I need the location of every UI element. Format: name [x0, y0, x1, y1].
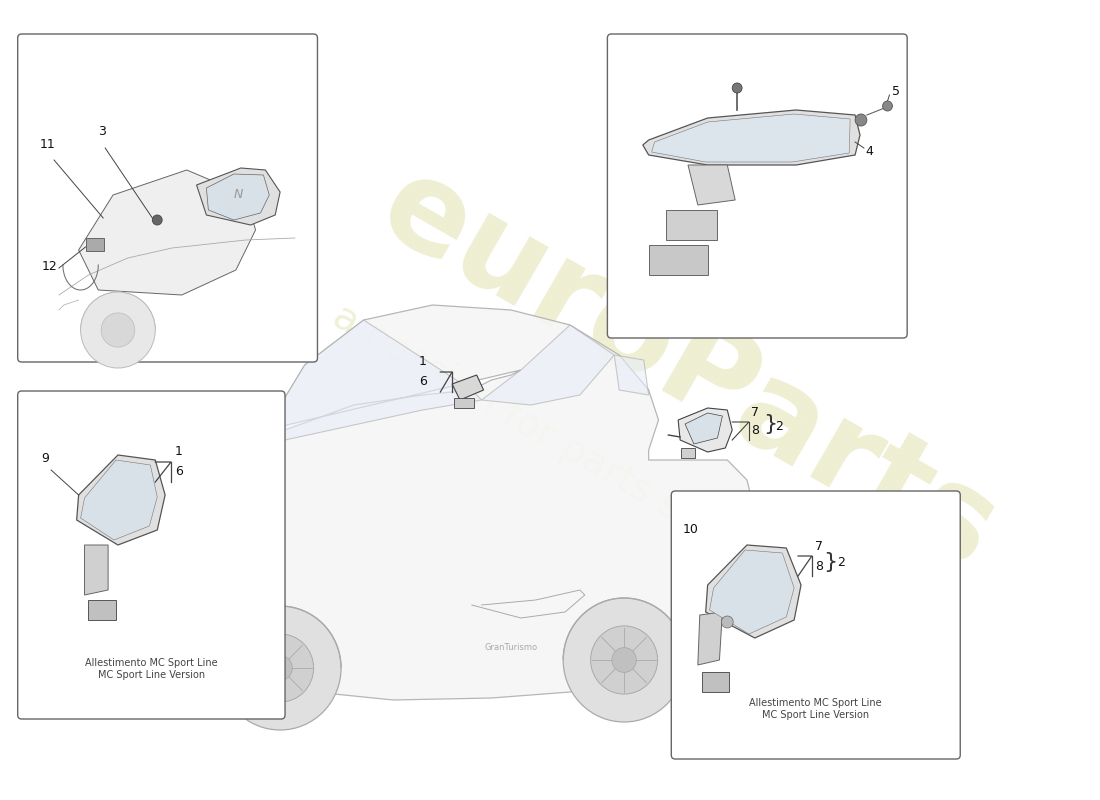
Text: 𝕸: 𝕸: [146, 502, 152, 512]
Polygon shape: [77, 455, 165, 545]
Text: 11: 11: [40, 138, 55, 151]
Text: Allestimento MC Sport Line
MC Sport Line Version: Allestimento MC Sport Line MC Sport Line…: [85, 658, 218, 680]
FancyBboxPatch shape: [607, 34, 908, 338]
Text: 4: 4: [865, 145, 872, 158]
Polygon shape: [685, 413, 723, 444]
Circle shape: [101, 313, 134, 347]
Polygon shape: [482, 325, 614, 405]
Text: 6: 6: [419, 375, 427, 388]
Polygon shape: [679, 408, 733, 452]
Polygon shape: [614, 355, 649, 395]
Circle shape: [268, 656, 293, 680]
Text: 10: 10: [683, 523, 698, 536]
Text: 12: 12: [42, 260, 57, 273]
Text: 1: 1: [175, 445, 183, 458]
Circle shape: [219, 606, 341, 730]
Polygon shape: [207, 174, 270, 220]
FancyBboxPatch shape: [18, 34, 318, 362]
Text: GranTurismo: GranTurismo: [484, 643, 538, 652]
Text: Allestimento MC Sport Line
MC Sport Line Version: Allestimento MC Sport Line MC Sport Line…: [749, 698, 882, 720]
Polygon shape: [642, 110, 860, 165]
Polygon shape: [85, 545, 108, 595]
Circle shape: [591, 626, 658, 694]
FancyBboxPatch shape: [671, 491, 960, 759]
Polygon shape: [78, 170, 255, 295]
Text: 2: 2: [837, 555, 845, 569]
Text: 1: 1: [419, 355, 427, 368]
Bar: [702, 672, 729, 692]
Bar: [141, 470, 162, 530]
Polygon shape: [265, 320, 482, 440]
Text: N: N: [234, 189, 243, 202]
Bar: [88, 600, 116, 620]
Text: 5: 5: [892, 85, 901, 98]
Circle shape: [246, 634, 314, 702]
Polygon shape: [649, 245, 707, 275]
Circle shape: [612, 648, 636, 672]
Polygon shape: [145, 440, 182, 475]
Polygon shape: [667, 210, 717, 240]
Polygon shape: [697, 612, 723, 665]
Text: 9: 9: [42, 452, 50, 465]
Polygon shape: [688, 165, 735, 205]
Polygon shape: [197, 168, 280, 225]
Circle shape: [722, 616, 734, 628]
Circle shape: [80, 292, 155, 368]
Circle shape: [152, 215, 162, 225]
Polygon shape: [651, 114, 850, 162]
Bar: [454, 398, 474, 408]
Text: 6: 6: [175, 465, 183, 478]
Text: 8: 8: [751, 424, 759, 437]
Polygon shape: [706, 545, 801, 638]
Text: 8: 8: [815, 560, 823, 573]
Text: 7: 7: [751, 406, 759, 419]
Polygon shape: [452, 375, 484, 400]
Circle shape: [563, 598, 685, 722]
Circle shape: [882, 101, 892, 111]
Bar: [681, 448, 695, 458]
Circle shape: [855, 114, 867, 126]
Text: euroParts: euroParts: [359, 145, 1016, 595]
Text: }: }: [762, 414, 777, 434]
Text: a passion for parts since 1985: a passion for parts since 1985: [326, 297, 854, 623]
Text: }: }: [824, 552, 838, 572]
Polygon shape: [80, 460, 157, 540]
Polygon shape: [135, 490, 165, 585]
Bar: [87, 238, 104, 251]
Polygon shape: [710, 550, 794, 634]
FancyBboxPatch shape: [18, 391, 285, 719]
Text: 2: 2: [776, 421, 783, 434]
Text: 7: 7: [815, 540, 823, 553]
Text: 3: 3: [98, 125, 107, 138]
Circle shape: [733, 83, 742, 93]
Polygon shape: [135, 305, 757, 700]
